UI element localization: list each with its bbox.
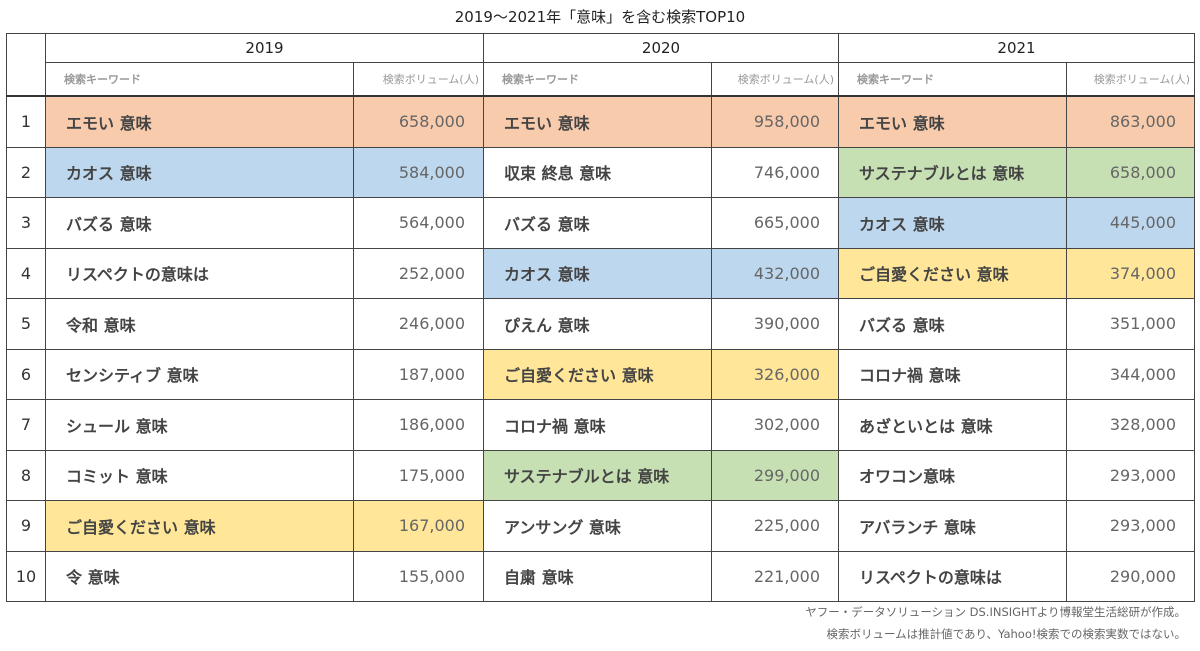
table-row: 8 コミット 意味 175,000 サステナブルとは 意味 299,000 オワコン意味 2… — [6, 449, 1195, 501]
volume-cell: 746,000 — [711, 146, 839, 198]
ranking-table: 2019 2020 2021 検索キーワード 検索ボリューム(人) 検索キーワー… — [6, 33, 1195, 602]
volume-cell: 326,000 — [711, 348, 839, 400]
keyword-cell: コロナ禍 意味 — [483, 399, 712, 451]
keyword-cell: あざといとは 意味 — [838, 399, 1067, 451]
volume-cell: 302,000 — [711, 399, 839, 451]
volume-cell: 225,000 — [711, 500, 839, 552]
volume-header: 検索ボリューム(人) — [711, 62, 839, 97]
table-row: 3 バズる 意味 564,000 バズる 意味 665,000 カオス 意味 445,000 — [6, 197, 1195, 249]
rank-cell: 7 — [6, 399, 46, 451]
keyword-cell: カオス 意味 — [45, 146, 354, 198]
keyword-cell: エモい 意味 — [838, 95, 1067, 148]
volume-cell: 290,000 — [1066, 550, 1195, 602]
source-note: ヤフー・データソリューション DS.INSIGHTより博報堂生活総研が作成。 — [805, 605, 1186, 619]
volume-cell: 186,000 — [353, 399, 484, 451]
keyword-cell: オワコン意味 — [838, 449, 1067, 501]
volume-cell: 221,000 — [711, 550, 839, 602]
volume-cell: 390,000 — [711, 298, 839, 350]
keyword-cell: コロナ禍 意味 — [838, 348, 1067, 400]
volume-cell: 293,000 — [1066, 449, 1195, 501]
rank-cell: 2 — [6, 146, 46, 198]
year-2020: 2020 — [483, 33, 839, 63]
rank-cell: 3 — [6, 197, 46, 249]
rank-cell: 9 — [6, 500, 46, 552]
keyword-header: 検索キーワード — [838, 62, 1067, 97]
volume-cell: 252,000 — [353, 247, 484, 299]
rank-cell: 6 — [6, 348, 46, 400]
keyword-cell: エモい 意味 — [483, 95, 712, 148]
year-header-row: 2019 2020 2021 — [6, 33, 1195, 97]
rank-cell: 8 — [6, 449, 46, 501]
keyword-cell: アバランチ 意味 — [838, 500, 1067, 552]
keyword-cell: サステナブルとは 意味 — [483, 449, 712, 501]
keyword-cell: リスペクトの意味は — [45, 247, 354, 299]
table-row: 2 カオス 意味 584,000 収束 終息 意味 746,000 サステナブルとは 意味… — [6, 146, 1195, 198]
keyword-cell: バズる 意味 — [838, 298, 1067, 350]
year-2021: 2021 — [838, 33, 1195, 63]
table-title: 2019〜2021年「意味」を含む検索TOP10 — [454, 8, 746, 26]
volume-cell: 658,000 — [353, 95, 484, 148]
year-2019: 2019 — [45, 33, 484, 63]
volume-cell: 958,000 — [711, 95, 839, 148]
column-header-row: 検索キーワード 検索ボリューム(人) 検索キーワード 検索ボリューム(人) 検索… — [6, 62, 1195, 97]
keyword-cell: カオス 意味 — [483, 247, 712, 299]
keyword-cell: ご自愛ください 意味 — [483, 348, 712, 400]
volume-cell: 155,000 — [353, 550, 484, 602]
volume-cell: 328,000 — [1066, 399, 1195, 451]
keyword-header: 検索キーワード — [483, 62, 712, 97]
volume-header: 検索ボリューム(人) — [353, 62, 484, 97]
table-row: 9 ご自愛ください 意味 167,000 アンサング 意味 225,000 アバランチ 意… — [6, 500, 1195, 552]
volume-cell: 564,000 — [353, 197, 484, 249]
keyword-cell: センシティブ 意味 — [45, 348, 354, 400]
keyword-cell: リスペクトの意味は — [838, 550, 1067, 602]
keyword-cell: カオス 意味 — [838, 197, 1067, 249]
volume-cell: 293,000 — [1066, 500, 1195, 552]
volume-cell: 167,000 — [353, 500, 484, 552]
volume-cell: 175,000 — [353, 449, 484, 501]
keyword-cell: アンサング 意味 — [483, 500, 712, 552]
volume-cell: 299,000 — [711, 449, 839, 501]
table-row: 10 令 意味 155,000 自粛 意味 221,000 リスペクトの意味は 290,00… — [6, 550, 1195, 602]
volume-cell: 658,000 — [1066, 146, 1195, 198]
keyword-cell: エモい 意味 — [45, 95, 354, 148]
volume-cell: 432,000 — [711, 247, 839, 299]
volume-cell: 665,000 — [711, 197, 839, 249]
rank-header — [6, 33, 46, 97]
table-row: 4 リスペクトの意味は 252,000 カオス 意味 432,000 ご自愛ください 意味… — [6, 247, 1195, 299]
keyword-cell: 令 意味 — [45, 550, 354, 602]
rank-cell: 10 — [6, 550, 46, 602]
keyword-cell: シュール 意味 — [45, 399, 354, 451]
volume-cell: 344,000 — [1066, 348, 1195, 400]
table-row: 1 エモい 意味 658,000 エモい 意味 958,000 エモい 意味 863,000 — [6, 95, 1195, 148]
keyword-cell: ぴえん 意味 — [483, 298, 712, 350]
volume-cell: 374,000 — [1066, 247, 1195, 299]
keyword-cell: 収束 終息 意味 — [483, 146, 712, 198]
volume-cell: 863,000 — [1066, 95, 1195, 148]
volume-header: 検索ボリューム(人) — [1066, 62, 1195, 97]
table-row: 5 令和 意味 246,000 ぴえん 意味 390,000 バズる 意味 351,000 — [6, 298, 1195, 350]
volume-cell: 351,000 — [1066, 298, 1195, 350]
rank-cell: 1 — [6, 95, 46, 148]
keyword-cell: バズる 意味 — [483, 197, 712, 249]
keyword-cell: バズる 意味 — [45, 197, 354, 249]
volume-cell: 584,000 — [353, 146, 484, 198]
disclaimer-note: 検索ボリュームは推計値であり、Yahoo!検索での検索実数ではない。 — [826, 627, 1186, 641]
volume-cell: 445,000 — [1066, 197, 1195, 249]
table-row: 6 センシティブ 意味 187,000 ご自愛ください 意味 326,000 コロナ禍 意… — [6, 348, 1195, 400]
table-row: 7 シュール 意味 186,000 コロナ禍 意味 302,000 あざといとは 意味 32… — [6, 399, 1195, 451]
keyword-cell: コミット 意味 — [45, 449, 354, 501]
volume-cell: 246,000 — [353, 298, 484, 350]
rank-cell: 5 — [6, 298, 46, 350]
keyword-cell: ご自愛ください 意味 — [838, 247, 1067, 299]
keyword-cell: 令和 意味 — [45, 298, 354, 350]
rank-cell: 4 — [6, 247, 46, 299]
keyword-cell: ご自愛ください 意味 — [45, 500, 354, 552]
keyword-cell: サステナブルとは 意味 — [838, 146, 1067, 198]
keyword-cell: 自粛 意味 — [483, 550, 712, 602]
keyword-header: 検索キーワード — [45, 62, 354, 97]
volume-cell: 187,000 — [353, 348, 484, 400]
